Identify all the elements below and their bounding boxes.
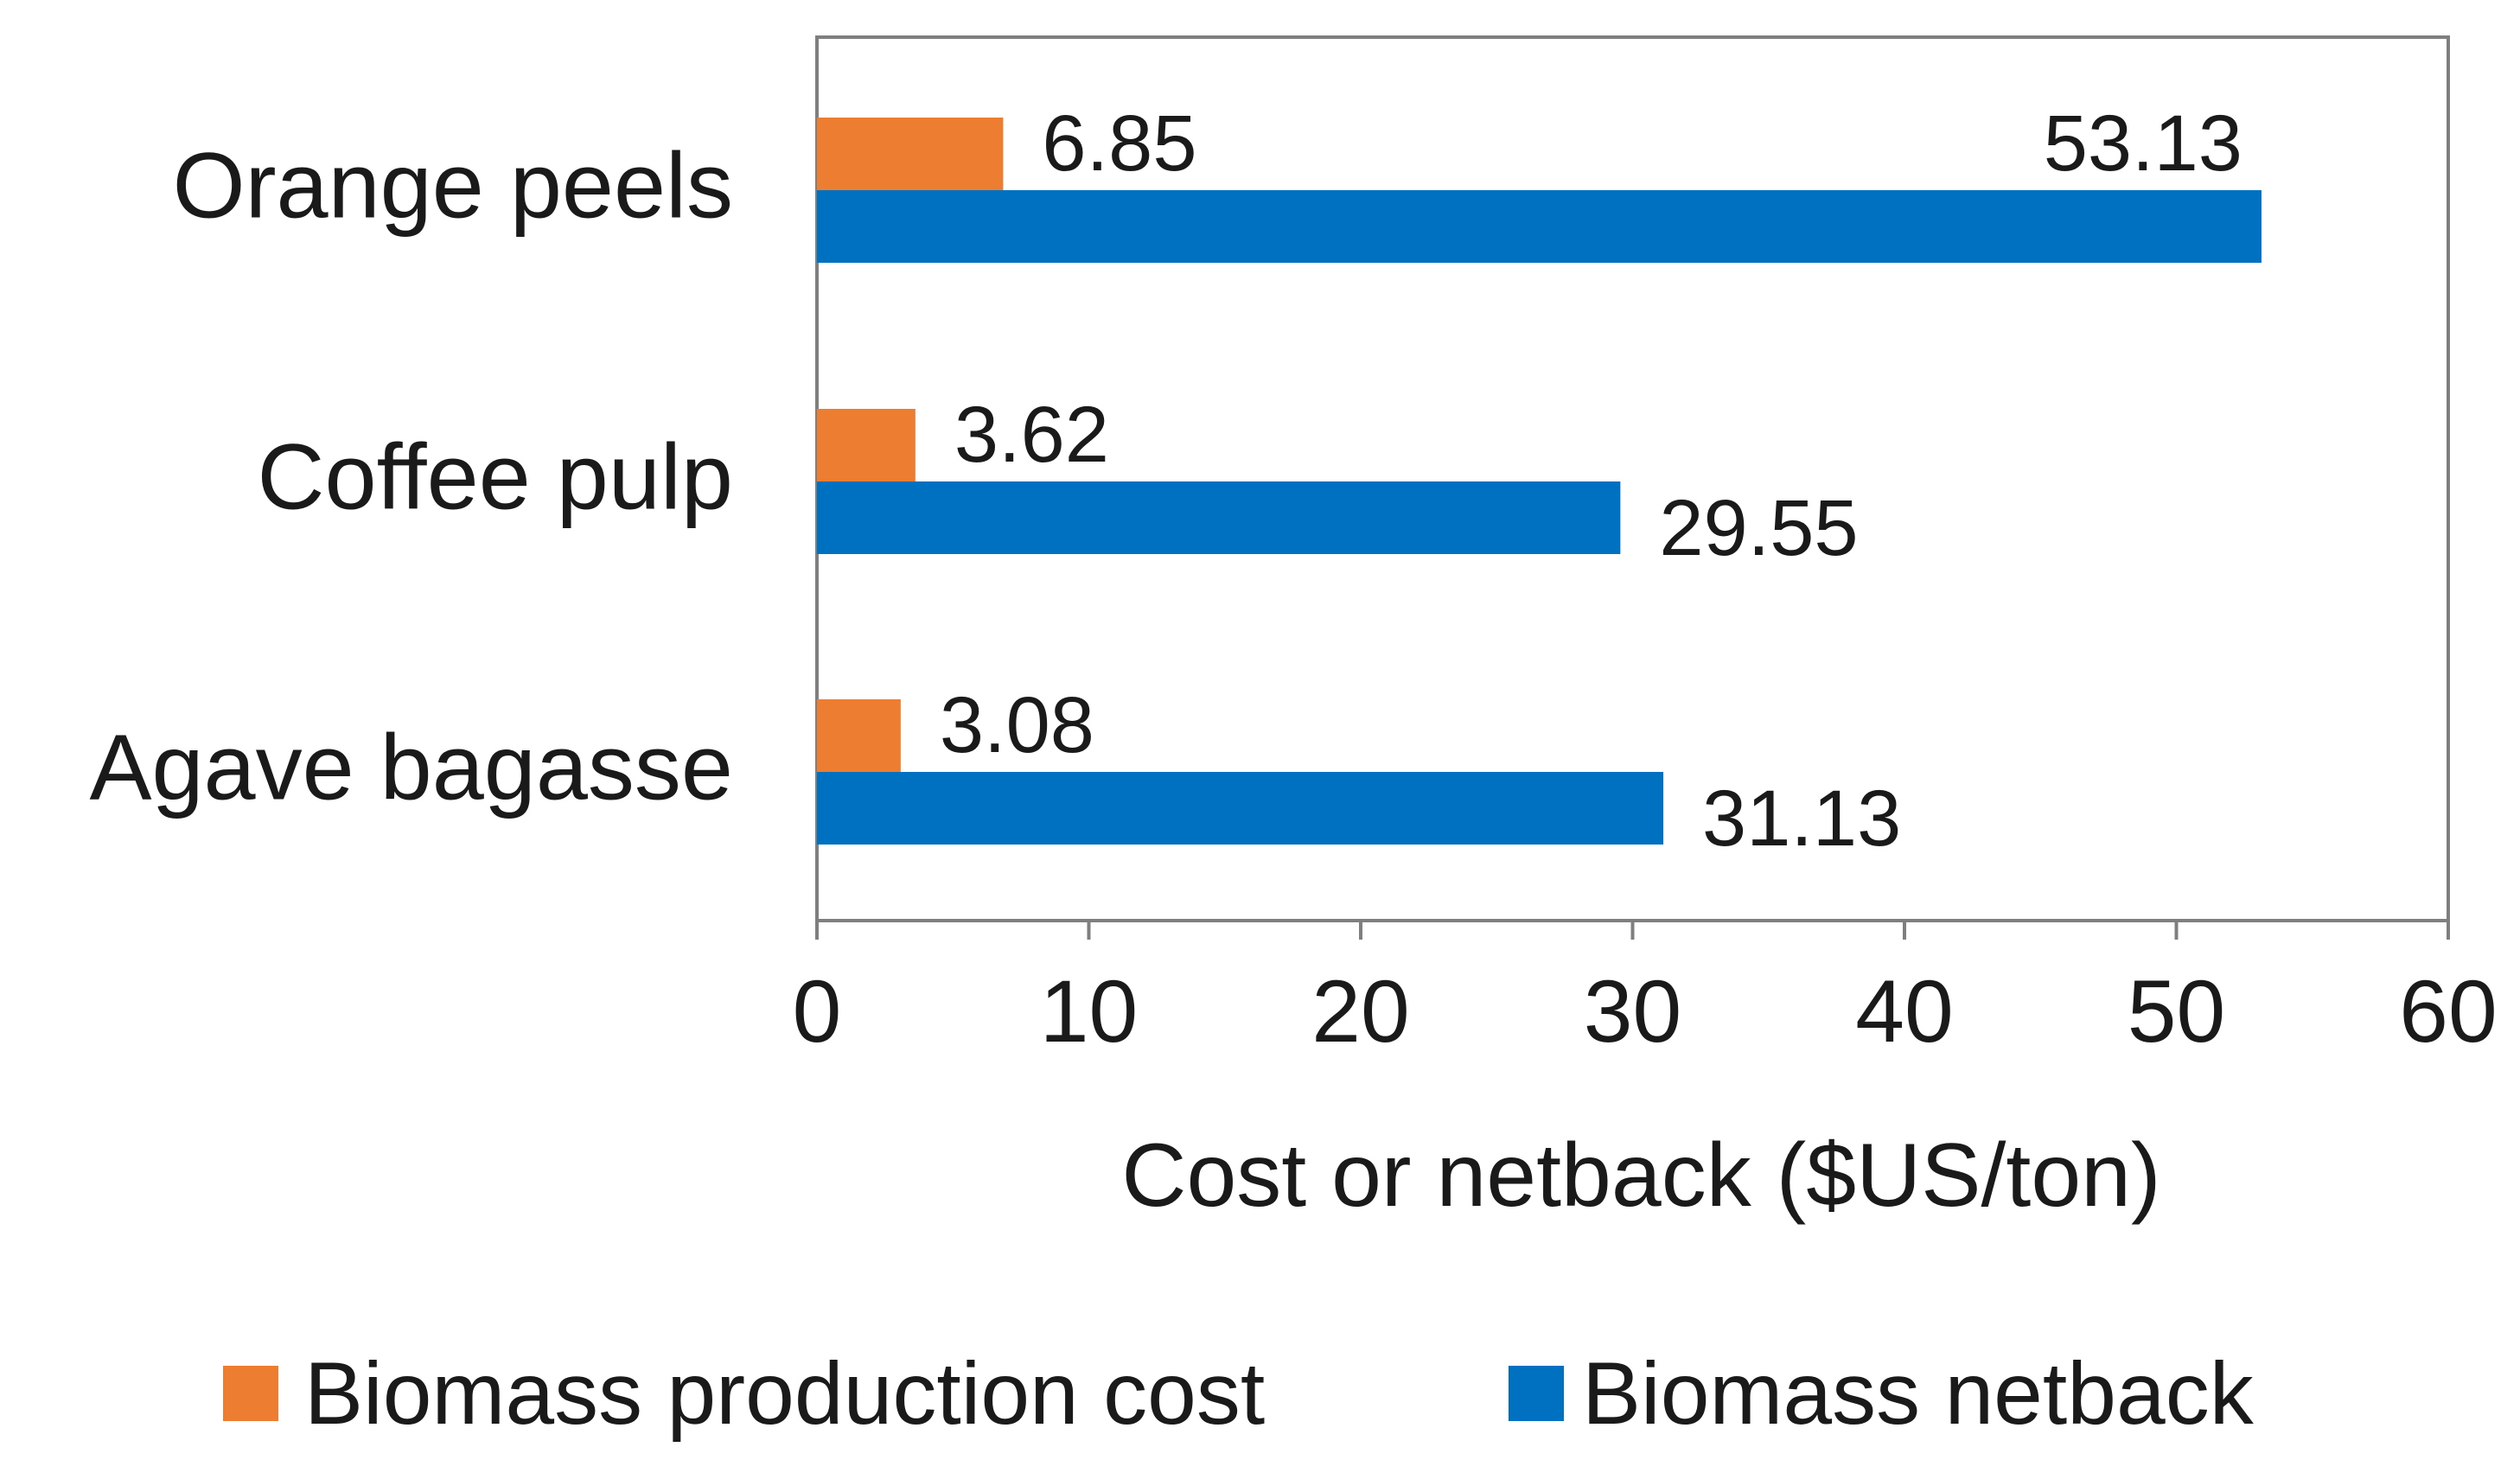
value-labels-group: 6.85 53.13 3.62 29.55 3.08 31.13	[940, 99, 2242, 863]
x-tick-label-0: 0	[793, 962, 842, 1061]
x-tick-label-30: 30	[1584, 962, 1681, 1061]
x-axis-ticks-group: 0 10 20 30 40 50 60	[793, 921, 2498, 1061]
x-tick-label-40: 40	[1855, 962, 1953, 1061]
value-label-biomass-production-cost-agave-bagasse: 3.08	[940, 681, 1094, 769]
value-label-biomass-netback-orange-peels: 53.13	[2044, 99, 2242, 188]
category-label-orange-peels: Orange peels	[173, 133, 733, 238]
x-tick-label-60: 60	[2399, 962, 2497, 1061]
bar-biomass-netback-orange-peels	[817, 190, 2262, 263]
legend-label-biomass-netback: Biomass netback	[1582, 1344, 2255, 1443]
value-label-biomass-production-cost-orange-peels: 6.85	[1042, 99, 1196, 188]
bars-group	[817, 118, 2262, 845]
bar-biomass-netback-agave-bagasse	[817, 772, 1664, 845]
x-axis-title: Cost or netback ($US/ton)	[1121, 1125, 2160, 1226]
bar-biomass-production-cost-coffee-pulp	[817, 409, 915, 481]
category-labels-group: Orange peels Coffee pulp Agave bagasse	[89, 133, 733, 819]
x-tick-label-10: 10	[1040, 962, 1138, 1061]
value-label-biomass-netback-coffee-pulp: 29.55	[1659, 484, 1858, 572]
value-label-biomass-production-cost-coffee-pulp: 3.62	[954, 391, 1109, 479]
legend-swatch-biomass-production-cost	[223, 1366, 278, 1421]
bar-biomass-netback-coffee-pulp	[817, 481, 1621, 554]
category-label-coffee-pulp: Coffee pulp	[258, 424, 733, 529]
value-label-biomass-netback-agave-bagasse: 31.13	[1702, 775, 1901, 863]
legend-label-biomass-production-cost: Biomass production cost	[304, 1344, 1265, 1443]
bar-biomass-production-cost-orange-peels	[817, 118, 1004, 190]
bar-biomass-production-cost-agave-bagasse	[817, 699, 901, 772]
legend-swatch-biomass-netback	[1509, 1366, 1564, 1421]
x-tick-label-20: 20	[1311, 962, 1409, 1061]
x-tick-label-50: 50	[2128, 962, 2225, 1061]
legend: Biomass production cost Biomass netback	[223, 1344, 2255, 1443]
category-label-agave-bagasse: Agave bagasse	[89, 715, 733, 819]
